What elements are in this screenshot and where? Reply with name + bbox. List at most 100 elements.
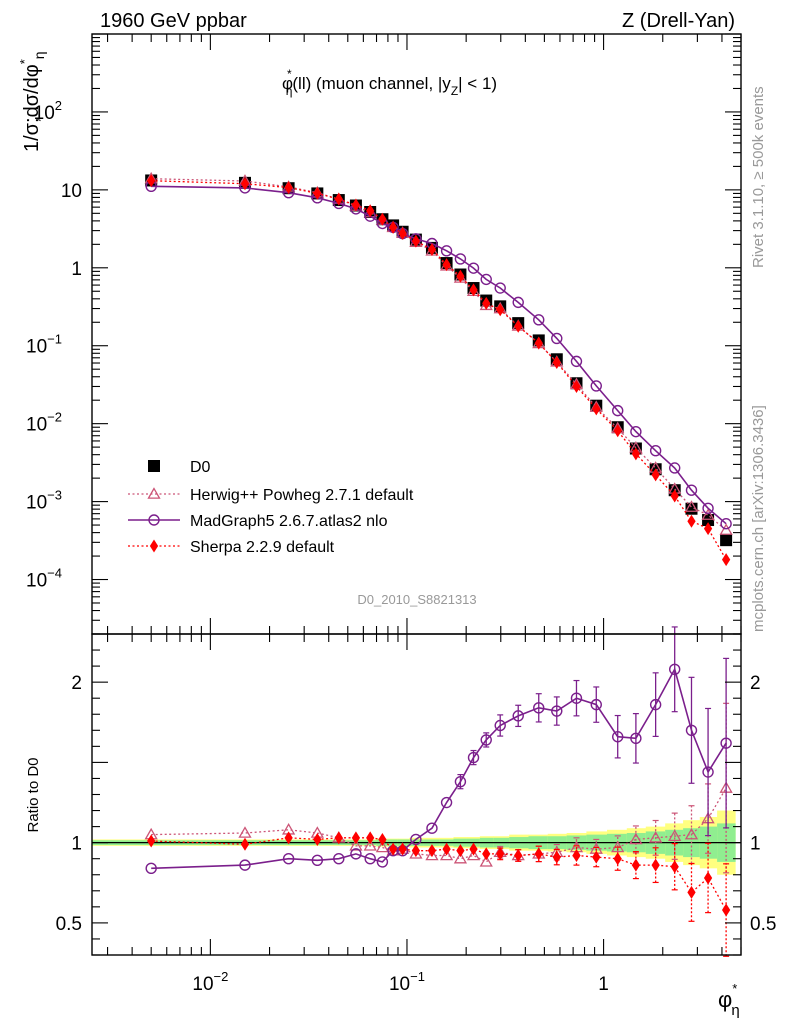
ratio-point-sherpa — [631, 858, 641, 872]
ratio-point-madgraph5 — [440, 796, 453, 809]
ratio-point-madgraph5 — [685, 724, 698, 736]
point-madgraph5 — [454, 253, 467, 265]
point-madgraph5 — [612, 404, 624, 417]
ratio-point-herwig — [349, 839, 363, 851]
legend-marker — [148, 460, 160, 472]
legend-label: D0 — [190, 459, 211, 476]
ratio-point-herwig — [439, 848, 454, 861]
point-sherpa — [388, 220, 398, 234]
ratio-point-herwig — [479, 855, 493, 867]
ratio-line-sherpa — [151, 837, 727, 911]
legend: D0 Herwig++ Powheg 2.7.1 default MadGraph5… — [128, 459, 414, 556]
ratio-point-madgraph5 — [145, 862, 157, 875]
y-axis-label: 1/σ;dσ/dφ*η — [17, 51, 47, 152]
series-line-madgraph5 — [151, 185, 727, 525]
ratio-point-sherpa — [351, 831, 361, 845]
ratio-point-madgraph5 — [533, 702, 545, 714]
point-sherpa — [687, 514, 696, 528]
point-madgraph5 — [630, 425, 642, 438]
ratio-plot-frame — [91, 633, 742, 956]
ratio-point-sherpa — [613, 852, 622, 866]
y-tick-label: 10−3 — [26, 488, 62, 514]
y-tick-label: 102 — [34, 98, 62, 124]
ratio-point-herwig — [466, 848, 481, 861]
point-herwig — [684, 500, 699, 512]
ratio-point-madgraph5 — [376, 856, 389, 868]
header-right-label: Z (Drell-Yan) — [622, 10, 735, 32]
ratio-point-madgraph5 — [570, 692, 583, 704]
point-sherpa — [240, 177, 250, 191]
point-sherpa — [398, 227, 407, 241]
ratio-point-sherpa — [482, 847, 491, 861]
ratio-point-sherpa — [240, 837, 250, 851]
point-sherpa — [469, 283, 478, 297]
ratio-point-madgraph5 — [350, 848, 362, 860]
legend-marker — [147, 487, 161, 499]
point-madgraph5 — [590, 380, 602, 392]
point-sherpa — [378, 212, 387, 226]
ratio-point-sherpa — [366, 831, 375, 845]
ratio-tick-label-left: 1 — [71, 834, 82, 855]
y-tick-label: 10−1 — [26, 332, 62, 358]
ratio-point-sherpa — [670, 860, 679, 874]
point-madgraph5 — [440, 245, 453, 257]
ratio-point-madgraph5 — [612, 731, 624, 743]
point-sherpa — [313, 186, 322, 200]
ratio-point-sherpa — [469, 842, 478, 856]
ratio-tick-label-right: 2 — [750, 673, 761, 694]
ratio-tick-label-right: 0.5 — [750, 914, 776, 935]
plot-title: φ* η(ll) (muon channel, |yZ| < 1) — [282, 67, 497, 98]
ratio-point-sherpa — [572, 848, 581, 862]
point-herwig — [719, 523, 733, 535]
ratio-point-herwig — [668, 829, 682, 842]
ratio-y-axis-label: Ratio to D0 — [25, 757, 42, 832]
point-sherpa — [366, 204, 375, 218]
ratio-point-sherpa — [398, 842, 407, 856]
ratio-point-herwig — [238, 826, 252, 838]
ratio-point-madgraph5 — [480, 734, 492, 746]
legend-label: MadGraph5 2.6.7.atlas2 nlo — [190, 513, 388, 530]
axes-layer: 10−2 10−1 1 10−4 10−3 10−2 10−1 1 10 102 0.5 0.5 1 1 2… — [26, 33, 776, 995]
ratio-point-madgraph5 — [590, 698, 602, 711]
point-madgraph5 — [551, 332, 563, 345]
legend-marker — [149, 539, 159, 553]
point-sherpa — [703, 522, 713, 536]
analysis-id-label: D0_2010_S8821313 — [357, 592, 476, 607]
ratio-point-sherpa — [378, 832, 387, 846]
y-tick-label: 10 — [61, 181, 82, 202]
ratio-point-herwig — [684, 827, 699, 840]
ratio-point-madgraph5 — [702, 766, 714, 778]
series-layer — [144, 171, 733, 957]
point-madgraph5 — [702, 502, 714, 515]
mcplots-label: mcplots.cern.ch [arXiv:1306.3436] — [750, 405, 767, 632]
point-sherpa — [482, 296, 491, 310]
ratio-point-sherpa — [147, 834, 156, 848]
ratio-point-sherpa — [687, 885, 696, 899]
ratio-point-sherpa — [334, 831, 343, 845]
ratio-point-madgraph5 — [720, 737, 732, 749]
ratio-point-sherpa — [592, 850, 601, 864]
ratio-point-sherpa — [721, 903, 731, 917]
legend-label: Herwig++ Powheg 2.7.1 default — [190, 487, 414, 504]
legend-marker — [148, 514, 160, 526]
legend-label: Sherpa 2.2.9 default — [190, 539, 335, 556]
ratio-point-sherpa — [411, 844, 421, 858]
point-sherpa — [572, 379, 581, 393]
ratio-point-madgraph5 — [494, 719, 506, 732]
point-sherpa — [651, 468, 660, 482]
ratio-point-herwig — [375, 840, 390, 853]
ratio-point-madgraph5 — [630, 732, 642, 745]
ratio-point-madgraph5 — [551, 705, 563, 717]
point-madgraph5 — [668, 462, 681, 474]
ratio-point-sherpa — [514, 848, 523, 862]
point-d0 — [720, 534, 733, 547]
ratio-point-madgraph5 — [512, 710, 524, 722]
ratio-point-sherpa — [534, 847, 543, 861]
ratio-point-sherpa — [456, 844, 465, 858]
ratio-point-madgraph5 — [467, 751, 480, 764]
point-sherpa — [147, 174, 156, 188]
x-tick-label: 10−2 — [192, 969, 228, 995]
rivet-version-label: Rivet 3.1.10, ≥ 500k events — [750, 86, 767, 268]
point-sherpa — [592, 402, 601, 416]
